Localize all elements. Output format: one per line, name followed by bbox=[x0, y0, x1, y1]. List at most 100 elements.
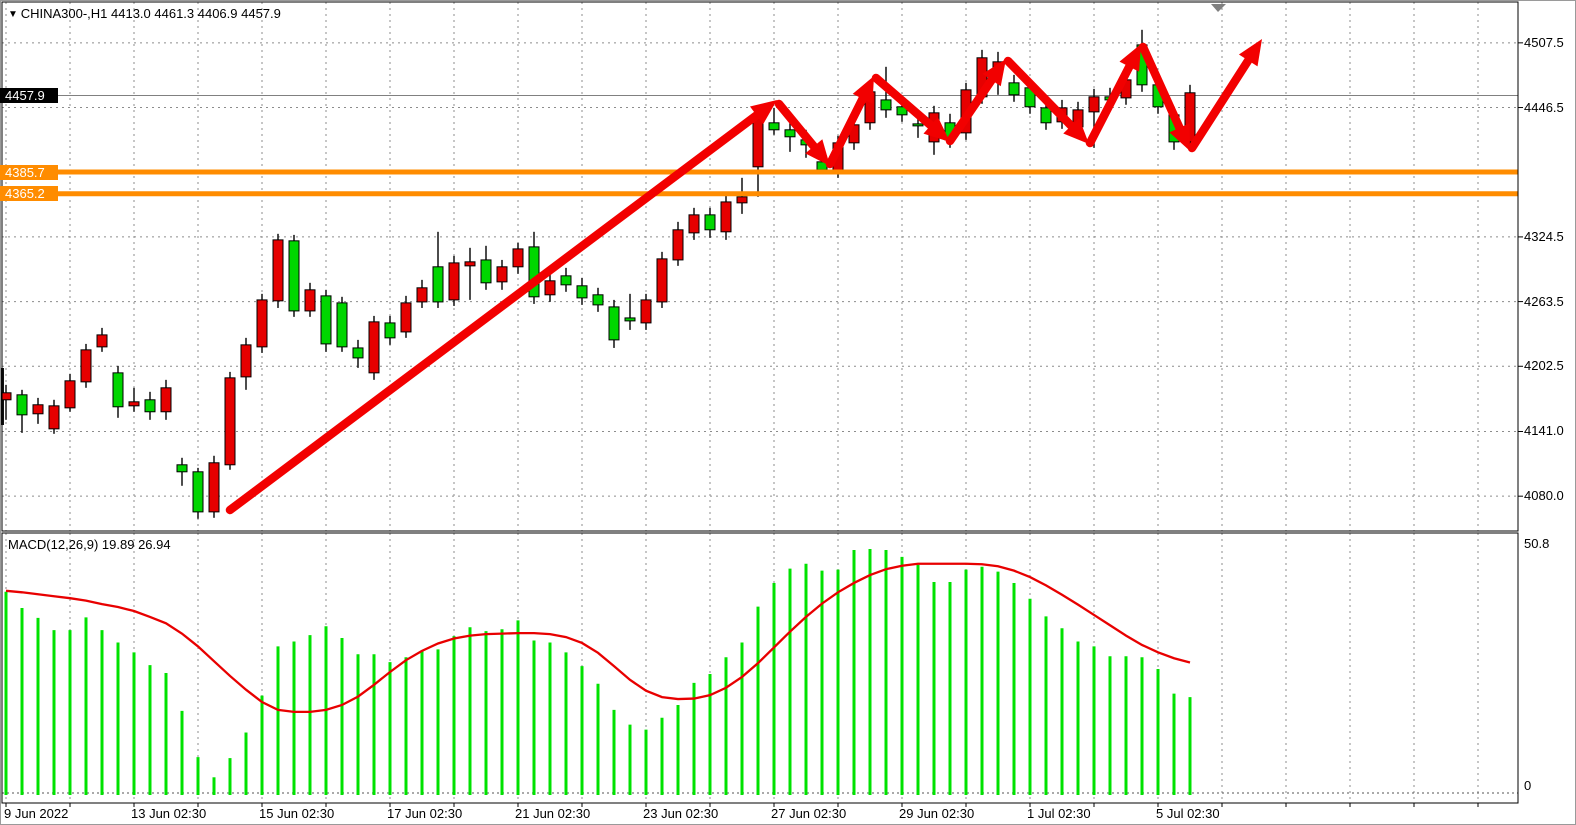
time-tick-label: 29 Jun 02:30 bbox=[899, 806, 975, 821]
macd-panel-border bbox=[1, 532, 1519, 804]
candle-body bbox=[912, 123, 924, 127]
candle-body bbox=[1088, 96, 1100, 113]
candle-body bbox=[896, 106, 908, 116]
candle-body bbox=[256, 299, 268, 348]
trend-arrow-head bbox=[1119, 44, 1141, 72]
trend-arrow-head bbox=[1238, 39, 1262, 67]
trend-arrow-head bbox=[1169, 123, 1190, 151]
time-tick-label: 15 Jun 02:30 bbox=[259, 806, 335, 821]
trend-arrow-shaft[interactable] bbox=[1187, 47, 1258, 153]
trend-arrow-shaft[interactable] bbox=[1085, 53, 1139, 148]
candle-body bbox=[672, 229, 684, 261]
current-price-badge: 4457.9 bbox=[0, 87, 58, 103]
candle-body bbox=[224, 377, 236, 466]
candle-body bbox=[560, 275, 572, 286]
macd-signal-line bbox=[5, 562, 1191, 714]
candle-body bbox=[1008, 82, 1020, 96]
time-tick-label: 9 Jun 2022 bbox=[4, 806, 69, 821]
trend-arrow-head bbox=[1063, 118, 1089, 144]
candle-body bbox=[320, 295, 332, 345]
candle-body bbox=[80, 349, 92, 383]
gridlines bbox=[2, 2, 1523, 807]
chart-shift-marker-icon[interactable] bbox=[1211, 4, 1226, 12]
quote-ohlc-label: 4413.0 4461.3 4406.9 4457.9 bbox=[111, 6, 281, 21]
price-tick-label: 4202.5 bbox=[1524, 358, 1564, 374]
candle-body bbox=[176, 464, 188, 473]
support-resistance-lines[interactable] bbox=[2, 169, 1518, 197]
time-tick-label: 23 Jun 02:30 bbox=[643, 806, 719, 821]
candle-body bbox=[240, 344, 252, 378]
candle-body bbox=[624, 317, 636, 322]
price-tick-label: 4507.5 bbox=[1524, 34, 1564, 50]
time-tick-label: 1 Jul 02:30 bbox=[1027, 806, 1091, 821]
macd-indicator-label: MACD(12,26,9) 19.89 26.94 bbox=[8, 537, 171, 552]
candle-body bbox=[640, 299, 652, 324]
trend-arrow-shaft[interactable] bbox=[225, 104, 770, 515]
candle-body bbox=[16, 394, 28, 416]
trend-arrow-head bbox=[749, 100, 777, 125]
price-tick-label: 4446.5 bbox=[1524, 99, 1564, 115]
candle-body bbox=[192, 471, 204, 513]
candle-body bbox=[160, 387, 172, 413]
candle-body bbox=[96, 334, 108, 348]
price-tick-label: 4263.5 bbox=[1524, 293, 1564, 309]
trend-arrow-head bbox=[805, 139, 830, 166]
candle-body bbox=[480, 259, 492, 284]
candle-body bbox=[720, 201, 732, 233]
time-tick-label: 5 Jul 02:30 bbox=[1156, 806, 1220, 821]
candle-body bbox=[1040, 107, 1052, 124]
trend-arrow-shaft[interactable] bbox=[774, 99, 825, 159]
time-tick-label: 21 Jun 02:30 bbox=[515, 806, 591, 821]
price-tick-label: 4324.5 bbox=[1524, 228, 1564, 244]
candle-body bbox=[784, 129, 796, 138]
macd-max-label: 50.8 bbox=[1524, 536, 1550, 551]
candle-body bbox=[128, 401, 140, 407]
level-price-badge: 4365.2 bbox=[0, 186, 58, 202]
candle-body bbox=[608, 306, 620, 341]
candle-body bbox=[416, 287, 428, 303]
candle-body bbox=[464, 261, 476, 267]
candle-body bbox=[336, 302, 348, 348]
candle-body bbox=[688, 214, 700, 234]
candle-body bbox=[576, 285, 588, 299]
trend-arrow-shaft[interactable] bbox=[1003, 56, 1083, 138]
time-tick-label: 17 Jun 02:30 bbox=[387, 806, 463, 821]
candle-body bbox=[288, 240, 300, 312]
price-tick-label: 4080.0 bbox=[1524, 488, 1564, 504]
trend-arrows[interactable] bbox=[225, 39, 1262, 515]
chart-title: ▼ CHINA300-,H1 4413.0 4461.3 4406.9 4457… bbox=[8, 6, 281, 21]
time-tick-label: 27 Jun 02:30 bbox=[771, 806, 847, 821]
candle-body bbox=[64, 380, 76, 409]
candle-body bbox=[32, 404, 44, 415]
macd-zero-label: 0 bbox=[1524, 778, 1532, 793]
candle-body bbox=[496, 266, 508, 283]
price-panel-border bbox=[1, 1, 1519, 532]
candle-body bbox=[656, 258, 668, 303]
candle-body bbox=[592, 294, 604, 306]
trend-arrow-shaft[interactable] bbox=[825, 85, 872, 169]
macd-indicator bbox=[4, 549, 1192, 795]
level-price-badge: 4385.7 bbox=[0, 164, 58, 180]
candle-body bbox=[432, 266, 444, 303]
candle-body bbox=[48, 405, 60, 430]
candle-body bbox=[112, 372, 124, 408]
candle-body bbox=[752, 114, 764, 168]
candle-body bbox=[400, 302, 412, 333]
trend-arrow-shaft[interactable] bbox=[945, 67, 1002, 146]
candle-body bbox=[144, 399, 156, 413]
candle-body bbox=[512, 248, 524, 268]
price-tick-label: 4141.0 bbox=[1524, 423, 1564, 439]
symbol-dropdown-icon[interactable]: ▼ bbox=[8, 9, 21, 20]
candle-body bbox=[384, 322, 396, 339]
trend-arrow-shaft[interactable] bbox=[871, 73, 943, 137]
candle-body bbox=[880, 99, 892, 111]
candle-body bbox=[704, 214, 716, 231]
candle-body bbox=[208, 462, 220, 513]
candle-body bbox=[368, 321, 380, 374]
trend-arrow-shaft[interactable] bbox=[1138, 42, 1188, 142]
candle-body bbox=[528, 246, 540, 298]
candle-body bbox=[272, 239, 284, 302]
